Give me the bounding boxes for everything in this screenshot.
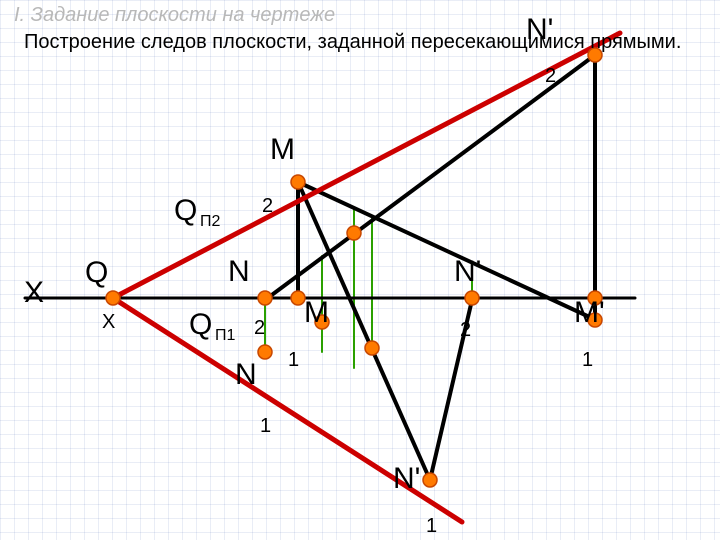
point-center: [347, 226, 361, 240]
subtitle: Построение следов плоскости, заданной пе…: [24, 32, 284, 52]
label-Q: Q: [85, 258, 108, 288]
label-Mp_ax1: 1: [582, 350, 593, 370]
label-Qp2_Q: Q: [174, 196, 197, 226]
line-diag1: [265, 55, 595, 300]
label-X: X: [24, 278, 44, 308]
label-Np_low: N': [393, 464, 420, 494]
label-Np_ax: N': [454, 257, 481, 287]
label-Np_top: N': [526, 15, 553, 45]
label-Qp1_s: П1: [215, 328, 235, 344]
label-Qx_sub: X: [102, 312, 115, 332]
construction-lines: [265, 55, 596, 480]
label-M_mid: M: [304, 298, 329, 328]
point-N2_axis: [258, 291, 272, 305]
label-M_top: M: [270, 135, 295, 165]
point-mid2: [365, 341, 379, 355]
section-title: I. Задание плоскости на чертеже: [14, 5, 335, 25]
label-Np_ax2: 2: [460, 320, 471, 340]
point-N_axis: [465, 291, 479, 305]
label-Np_top2: 2: [545, 66, 556, 86]
label-N_low: N: [235, 360, 257, 390]
point-N1_low: [258, 345, 272, 359]
label-N2_2: 2: [254, 318, 265, 338]
diagram-canvas: I. Задание плоскости на чертеже Построен…: [0, 0, 720, 540]
point-N_prime_low: [423, 473, 437, 487]
point-M_prime: [291, 175, 305, 189]
point-M_axis: [291, 291, 305, 305]
label-M_top2: 2: [262, 196, 273, 216]
line-Qp2: [113, 33, 620, 298]
label-Qp2_s: П2: [200, 214, 220, 230]
label-N_low1: 1: [260, 416, 271, 436]
label-Qp1_Q: Q: [189, 310, 212, 340]
trace-lines: [113, 33, 620, 522]
label-N2_N: N: [228, 257, 250, 287]
point-Qx: [106, 291, 120, 305]
label-Mp_ax: M': [574, 298, 605, 328]
label-M_mid1: 1: [288, 350, 299, 370]
label-Np_low1: 1: [426, 516, 437, 536]
